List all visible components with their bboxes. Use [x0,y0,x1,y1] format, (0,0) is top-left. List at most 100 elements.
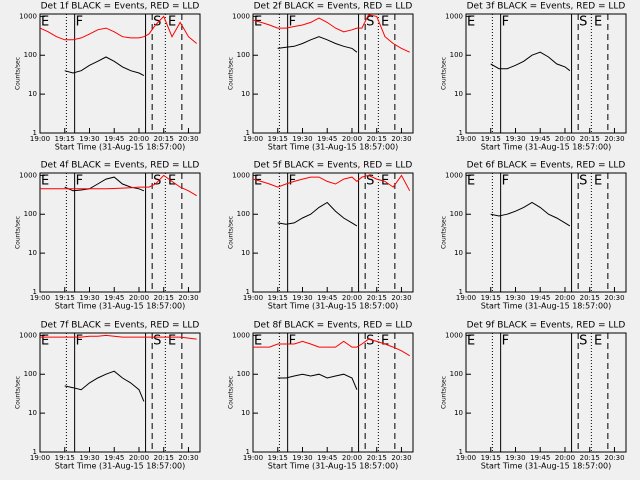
panel-title: Det 4f BLACK = Events, RED = LLD [41,161,200,171]
y-tick-label: 10 [28,409,37,417]
plot-frame [465,172,627,293]
event-label: E [467,334,475,349]
x-tick-label: 19:45 [317,135,337,143]
y-tick-label: 100 [237,210,250,218]
event-label: E [467,174,475,189]
x-tick-label: 19:15 [268,294,288,302]
x-tick-label: 20:15 [154,454,174,462]
x-tick-label: 19:30 [79,454,99,462]
series-line [253,174,411,192]
y-tick-label: 1 [459,129,463,137]
event-label: S [579,174,587,189]
x-tick-label: 20:15 [580,454,600,462]
series-line [40,15,198,44]
x-axis-label: Start Time (31-Aug-15 18:57:00) [268,462,399,471]
x-tick-label: 20:00 [129,294,149,302]
plot-frame [39,172,201,293]
x-tick-label: 19:15 [268,135,288,143]
x-axis-label: Start Time (31-Aug-15 18:57:00) [481,143,612,152]
panel-title: Det 5f BLACK = Events, RED = LLD [254,161,413,171]
x-tick-label: 20:30 [604,294,624,302]
x-tick-label: 19:00 [456,135,476,143]
series-line [490,51,571,72]
series-line [64,370,145,402]
x-tick-label: 20:00 [342,135,362,143]
y-tick-label: 100 [24,370,37,378]
x-tick-label: 19:00 [456,454,476,462]
y-axis-label: Counts/sec [441,376,448,409]
panel-title: Det 6f BLACK = Events, RED = LLD [467,161,626,171]
plot-frame [252,172,414,293]
event-label: S [153,334,161,349]
x-tick-label: 19:45 [104,454,124,462]
panel: Det 9f BLACK = Events, RED = LLD Start Ti… [441,321,627,471]
panel: Det 6f BLACK = Events, RED = LLD Start Ti… [441,161,627,311]
y-tick-label: 1 [33,288,37,296]
x-axis-label: Start Time (31-Aug-15 18:57:00) [55,302,186,311]
plot-frame [465,13,627,134]
event-label: E [41,174,49,189]
y-tick-label: 1 [246,288,250,296]
y-tick-label: 10 [241,249,250,257]
x-tick-label: 20:30 [604,454,624,462]
y-axis-label: Counts/sec [15,57,22,90]
x-tick-label: 19:00 [30,454,50,462]
y-tick-label: 1 [246,448,250,456]
event-label: E [381,334,389,349]
event-label: F [289,334,296,349]
y-tick-label: 100 [237,370,250,378]
panel: Det 7f BLACK = Events, RED = LLD Start Ti… [15,321,201,471]
event-label: F [76,334,83,349]
x-tick-label: 20:00 [555,454,575,462]
x-tick-label: 19:00 [243,135,263,143]
x-tick-label: 19:15 [481,454,501,462]
x-tick-label: 19:45 [317,294,337,302]
y-tick-label: 1 [33,448,37,456]
plot-frame [252,332,414,453]
panel: Det 5f BLACK = Events, RED = LLD Start Ti… [228,161,414,311]
series-line [40,334,197,340]
y-tick-label: 1000 [19,171,37,179]
x-tick-label: 19:15 [55,135,75,143]
event-label: E [594,174,602,189]
event-label: F [289,174,296,189]
panel: Det 1f BLACK = Events, RED = LLD Start Ti… [15,2,201,152]
plot-frame [39,13,201,134]
x-tick-label: 19:30 [292,135,312,143]
y-tick-label: 1000 [445,12,463,20]
y-tick-label: 10 [241,90,250,98]
event-label: S [366,174,374,189]
x-tick-label: 20:15 [580,135,600,143]
y-tick-label: 1 [459,288,463,296]
panel-title: Det 9f BLACK = Events, RED = LLD [467,321,626,331]
y-tick-label: 1000 [445,171,463,179]
x-tick-label: 19:00 [243,294,263,302]
x-tick-label: 19:00 [456,294,476,302]
y-tick-label: 1 [459,448,463,456]
x-tick-label: 19:45 [530,135,550,143]
event-label: E [594,334,602,349]
x-tick-label: 19:15 [55,454,75,462]
y-tick-label: 10 [454,249,463,257]
x-axis-label: Start Time (31-Aug-15 18:57:00) [481,462,612,471]
x-tick-label: 20:00 [555,135,575,143]
x-tick-label: 19:00 [30,294,50,302]
series-line [253,338,410,357]
x-tick-label: 20:30 [604,135,624,143]
y-tick-label: 1000 [232,12,250,20]
panel: Det 3f BLACK = Events, RED = LLD Start Ti… [441,2,627,152]
event-label: E [41,15,49,30]
y-tick-label: 100 [24,210,37,218]
y-axis-label: Counts/sec [15,376,22,409]
series-line [277,36,358,53]
event-label: E [467,15,475,30]
event-label: E [381,15,389,30]
series-line [40,174,197,197]
x-tick-label: 20:30 [178,454,198,462]
x-tick-label: 20:00 [129,135,149,143]
series-line [277,373,358,390]
